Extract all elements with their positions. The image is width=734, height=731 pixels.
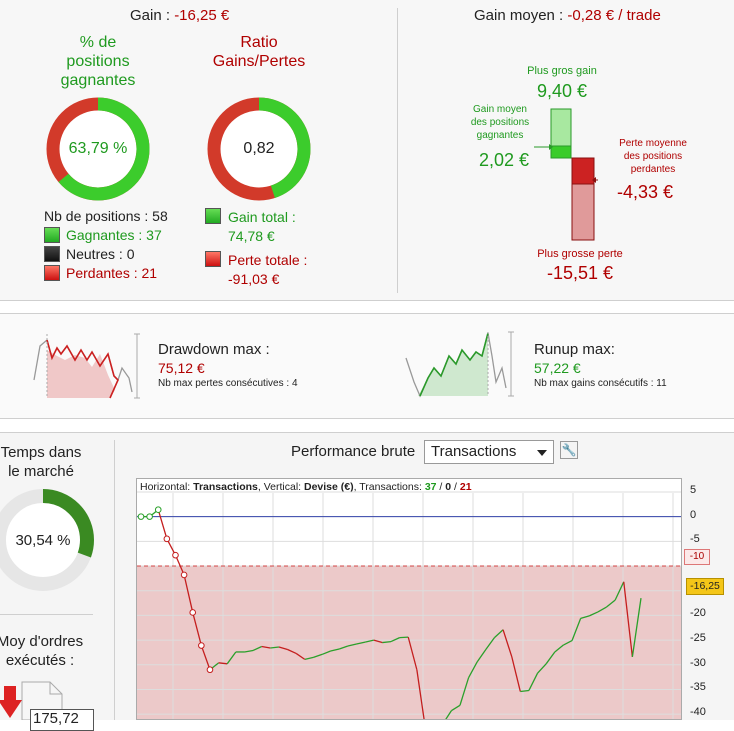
data-point — [138, 514, 144, 520]
plus-grosse-perte-label: Plus grosse perte — [520, 248, 640, 260]
y-tick-label: 0 — [690, 509, 696, 521]
avg-gain-box — [551, 146, 571, 158]
gain-moyen-label: Gain moyen : — [474, 7, 567, 24]
data-point — [190, 610, 196, 616]
ratio-title-line: Gains/Pertes — [200, 52, 318, 71]
range-bar-diagram — [530, 105, 600, 245]
divider — [0, 432, 734, 433]
avg-loss-box — [572, 158, 594, 184]
neutres-swatch — [44, 246, 60, 262]
max-loss-range — [572, 184, 594, 240]
threshold-badge: -10 — [684, 549, 710, 565]
performance-mode-select[interactable]: Transactions — [424, 440, 554, 464]
down-arrow-icon — [0, 686, 22, 718]
perte-moyenne-line: des positions — [608, 150, 698, 163]
gagnantes-label: Gagnantes : 37 — [66, 227, 162, 243]
gain-summary: Gain : -16,25 € — [130, 7, 229, 24]
plus-gros-gain-value: 9,40 € — [512, 81, 612, 102]
drawdown-value: 75,12 € — [158, 360, 205, 376]
market-time-title-line: le marché — [0, 462, 96, 481]
perte-moyenne-line: perdantes — [608, 163, 698, 176]
ratio-value: 0,82 — [206, 140, 312, 158]
gain-value: -16,25 € — [174, 7, 229, 24]
y-tick-label: -40 — [690, 706, 706, 718]
performance-label: Performance brute — [291, 443, 415, 460]
market-time-title: Temps dans le marché — [0, 443, 96, 481]
winrate-title: % de positions gagnantes — [48, 33, 148, 90]
perte-totale: Perte totale : -91,03 € — [228, 251, 307, 289]
y-tick-label: -30 — [690, 657, 706, 669]
max-gain-range — [551, 109, 571, 151]
perte-totale-label: Perte totale : — [228, 251, 307, 270]
divider — [0, 313, 734, 314]
data-point — [147, 514, 153, 520]
positions-count: Nb de positions : 58 — [44, 208, 168, 224]
drawdown-area — [47, 350, 115, 398]
drawdown-label: Drawdown max : — [158, 341, 270, 358]
plus-grosse-perte-value: -15,51 € — [520, 263, 640, 284]
runup-value: 57,22 € — [534, 360, 581, 376]
divider — [114, 440, 115, 720]
perte-totale-value: -91,03 € — [228, 270, 307, 289]
y-tick-label: 5 — [690, 484, 696, 496]
data-point — [164, 536, 170, 542]
perdantes-swatch — [44, 265, 60, 281]
neutres-label: Neutres : 0 — [66, 246, 134, 262]
gain-total: Gain total : 74,78 € — [228, 208, 296, 246]
y-tick-label: -35 — [690, 681, 706, 693]
market-time-title-line: Temps dans — [0, 443, 96, 462]
gain-moyen-value: -0,28 € / trade — [567, 7, 660, 24]
data-point — [199, 643, 205, 649]
ratio-title: Ratio Gains/Pertes — [200, 33, 318, 71]
runup-sparkline — [404, 328, 516, 400]
market-time-value: 30,54 % — [0, 532, 96, 549]
divider — [0, 300, 734, 301]
perdantes-label: Perdantes : 21 — [66, 265, 157, 281]
orders-title-line: exécutés : — [0, 651, 100, 670]
gain-total-value: 74,78 € — [228, 227, 296, 246]
winrate-value: 63,79 % — [45, 140, 151, 158]
ratio-title-line: Ratio — [200, 33, 318, 52]
wrench-icon[interactable]: 🔧 — [560, 441, 578, 459]
runup-area — [418, 333, 488, 396]
divider — [0, 614, 93, 615]
data-point — [181, 572, 187, 578]
y-tick-label: -20 — [690, 607, 706, 619]
runup-sub: Nb max gains consécutifs : 11 — [534, 378, 667, 389]
runup-label: Runup max: — [534, 341, 615, 358]
last-value-badge: -16,25 — [686, 578, 724, 595]
data-point — [207, 667, 213, 673]
data-point — [155, 507, 161, 513]
winrate-title-line: positions — [48, 52, 148, 71]
perte-totale-swatch — [205, 251, 221, 267]
y-tick-label: -25 — [690, 632, 706, 644]
perte-moyenne-value: -4,33 € — [600, 182, 690, 203]
divider — [397, 8, 398, 293]
drawdown-sparkline — [30, 330, 142, 400]
performance-plot — [137, 479, 682, 720]
perte-moyenne: Perte moyenne des positions perdantes — [608, 137, 698, 176]
gain-total-label: Gain total : — [228, 208, 296, 227]
performance-chart: Horizontal: Transactions, Vertical: Devi… — [136, 478, 682, 720]
gain-label: Gain : — [130, 7, 174, 24]
performance-mode-value: Transactions — [431, 443, 516, 460]
gain-moyen-summary: Gain moyen : -0,28 € / trade — [474, 7, 661, 24]
chevron-down-icon — [537, 450, 547, 456]
drawdown-sub: Nb max pertes consécutives : 4 — [158, 378, 298, 389]
orders-title: Moy d'ordres exécutés : — [0, 632, 100, 670]
gain-total-swatch — [205, 208, 221, 224]
y-tick-label: -5 — [690, 533, 700, 545]
winrate-title-line: gagnantes — [48, 71, 148, 90]
orders-title-line: Moy d'ordres — [0, 632, 100, 651]
orders-value: 175,72 — [30, 709, 94, 731]
data-point — [173, 552, 179, 558]
series-segment — [158, 510, 167, 539]
perte-moyenne-line: Perte moyenne — [608, 137, 698, 150]
divider — [0, 418, 734, 419]
plus-gros-gain-label: Plus gros gain — [512, 65, 612, 77]
winrate-title-line: % de — [48, 33, 148, 52]
gagnantes-swatch — [44, 227, 60, 243]
